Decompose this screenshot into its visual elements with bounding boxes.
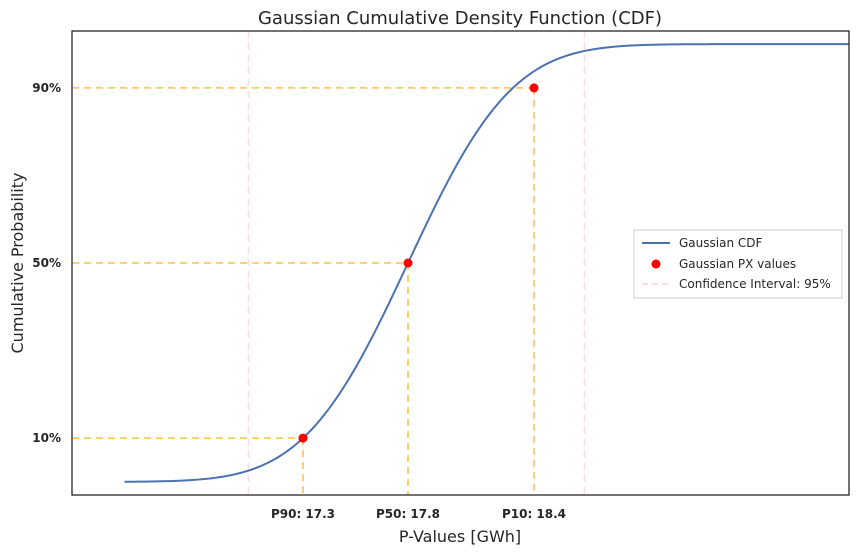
x-tick-label-0: P90: 17.3 xyxy=(271,507,335,521)
y-tick-label-1: 50% xyxy=(32,256,61,270)
legend-box xyxy=(633,229,843,299)
plot-frame xyxy=(71,30,850,496)
y-tick-label-0: 10% xyxy=(32,431,61,445)
legend: Gaussian CDF Gaussian PX values Confiden… xyxy=(633,229,843,299)
x-tick-label-2: P10: 18.4 xyxy=(502,507,566,521)
x-tick-label-1: P50: 17.8 xyxy=(376,507,440,521)
x-axis-label: P-Values [GWh] xyxy=(399,527,521,546)
x-tick-labels: P90: 17.3 P50: 17.8 P10: 18.4 xyxy=(271,507,566,521)
plot-area xyxy=(72,31,849,495)
px-point-0 xyxy=(298,433,308,443)
px-point-1 xyxy=(403,258,413,268)
legend-label-ci: Confidence Interval: 95% xyxy=(679,277,831,291)
legend-points-swatch xyxy=(651,259,661,269)
legend-label-points: Gaussian PX values xyxy=(679,257,796,271)
px-point-2 xyxy=(529,83,539,93)
y-axis-label: Cumulative Probability xyxy=(8,173,27,354)
y-tick-label-2: 90% xyxy=(32,81,61,95)
chart-title: Gaussian Cumulative Density Function (CD… xyxy=(258,8,662,29)
y-tick-labels: 10% 50% 90% xyxy=(32,81,61,445)
legend-label-cdf: Gaussian CDF xyxy=(679,236,762,250)
cdf-line xyxy=(124,43,849,483)
